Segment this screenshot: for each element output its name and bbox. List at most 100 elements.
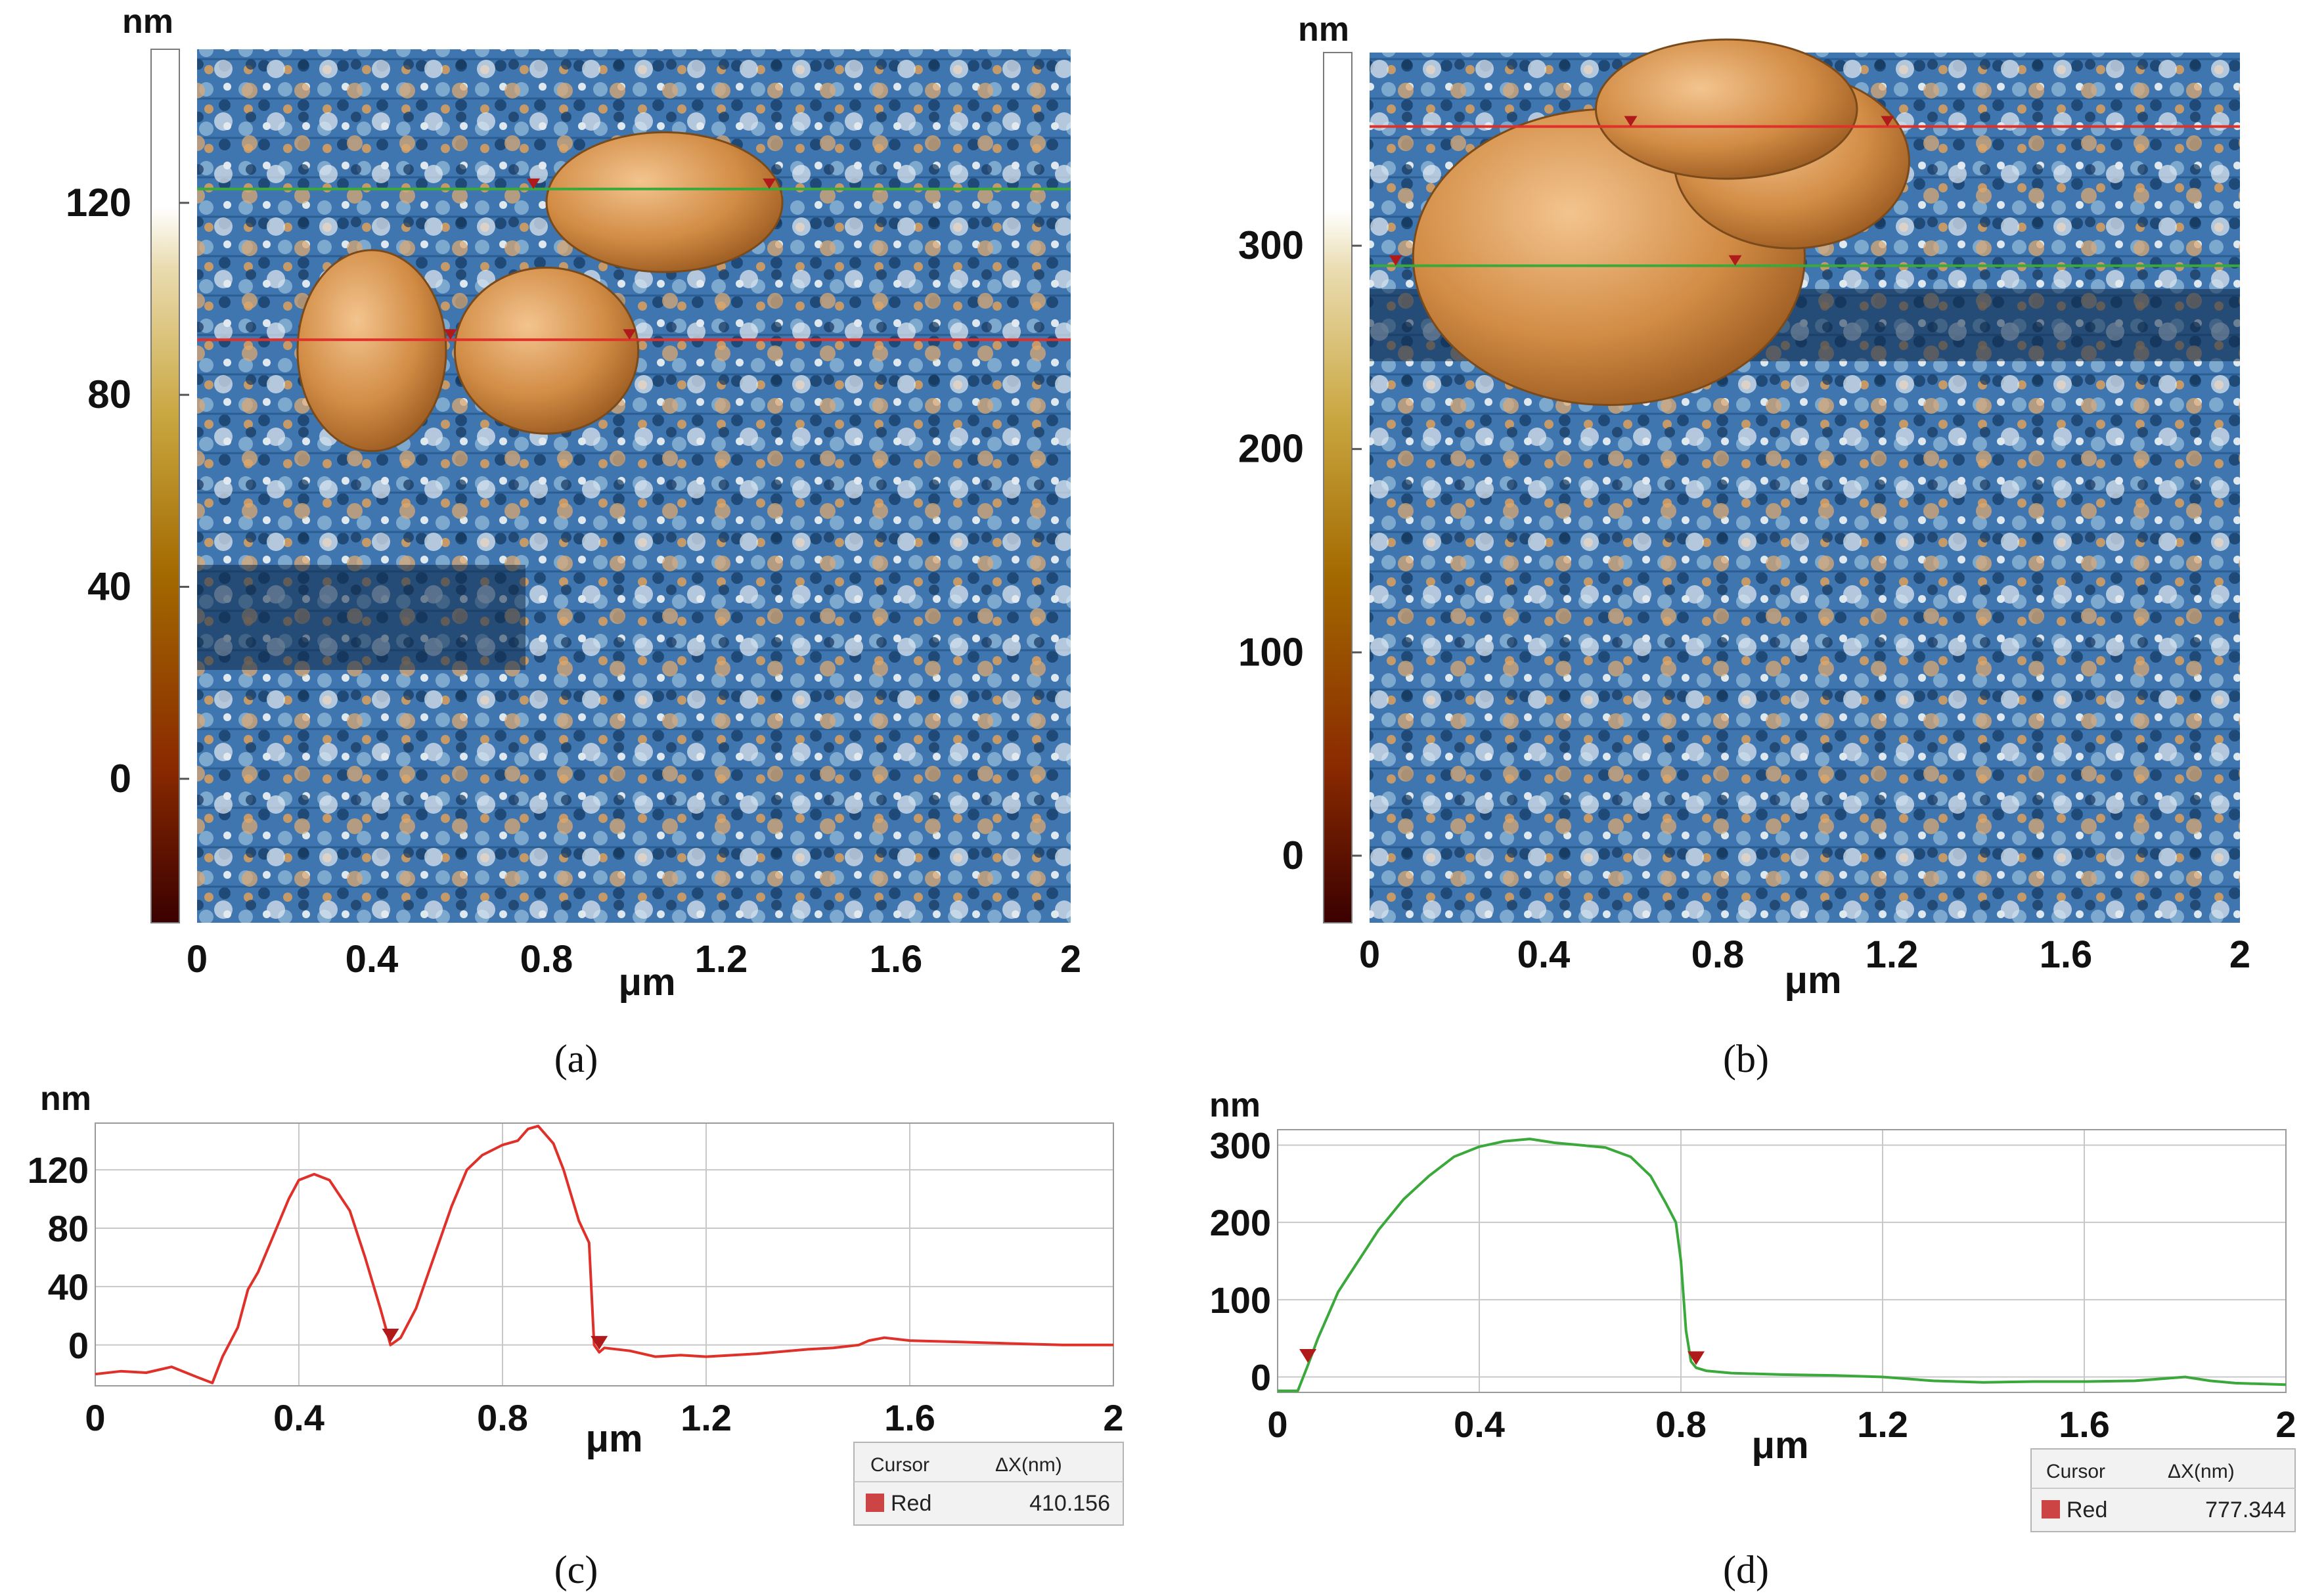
cursor-triangle-icon [1299,1349,1317,1363]
particle-a-2 [296,249,447,453]
particles-b [1412,38,1910,407]
cursors-d [1299,1349,1705,1365]
colorbar-tick-label-a: 0 [110,757,131,801]
particle-b-3 [1595,38,1858,180]
cursor-triangle-icon [1688,1351,1705,1365]
dark-band-a [197,565,525,670]
x-tick-label-a: 0.8 [520,938,573,981]
x-axis-label-d: μm [1751,1424,1808,1467]
x-tick-label-b: 0.8 [1691,933,1745,976]
unit-label-b: nm [1298,11,1349,49]
x-tick-label-b: 0 [1359,933,1380,976]
colorbar-tick-label-b: 300 [1238,223,1304,267]
colorbar-tick-label-b: 200 [1238,427,1304,471]
cursor-table-col1-c: Cursor [870,1454,929,1476]
x-tick-label-c: 0 [85,1397,105,1438]
colorbar-tick-label-b: 100 [1238,630,1304,674]
unit-label-d: nm [1209,1086,1261,1124]
series-line-red-c [95,1124,1113,1385]
cursor-table-row-label-d: Red [2067,1497,2107,1522]
y-tick-label-c: 80 [48,1208,89,1249]
colorbar-b [1323,52,1353,923]
x-ticks-d: 0 0.4 0.8 1.2 1.6 2 [1267,1404,2296,1445]
red-swatch-icon [2042,1500,2060,1518]
caption-c: (c) [554,1548,598,1591]
x-ticks-a: 0 0.4 0.8 1.2 1.6 2 [187,938,1081,981]
cursor-table-c: Cursor ΔX(nm) Red 410.156 [853,1442,1124,1526]
series-line-green-d [1278,1138,2287,1392]
cursor-triangle-icon [1881,116,1894,127]
panel-c-height-profile: 120 80 40 0 0 0.4 0.8 1.2 1.6 2 nm μm Cursor ΔX(… [28,1080,1124,1591]
particle-a-1 [545,131,784,273]
y-tick-label-c: 120 [28,1149,89,1191]
panel-a-afm-image: 120 80 40 0 0 0.4 0.8 1.2 1.6 2 nm μm (a) [66,3,1081,1080]
x-tick-label-c: 0.8 [477,1397,528,1438]
cursor-triangle-icon [1389,255,1402,266]
x-tick-label-c: 1.6 [884,1397,935,1438]
x-ticks-b: 0 0.4 0.8 1.2 1.6 2 [1359,933,2250,976]
x-tick-label-d: 0.8 [1655,1404,1707,1445]
cursor-table-col2-d: ΔX(nm) [2168,1461,2235,1482]
series-c [95,1124,1113,1385]
x-tick-label-d: 0 [1267,1404,1287,1445]
cursor-triangle-icon [623,329,637,340]
x-tick-label-d: 2 [2275,1404,2296,1445]
x-ticks-c: 0 0.4 0.8 1.2 1.6 2 [85,1397,1123,1438]
y-ticks-d: 300 200 100 0 [1210,1125,1271,1398]
cursor-table-col2-c: ΔX(nm) [995,1454,1062,1476]
cursor-triangle-icon [763,178,776,189]
unit-label-c: nm [40,1080,91,1118]
colorbar-tick-label-a: 40 [87,564,131,608]
y-tick-label-d: 0 [1251,1356,1271,1398]
unit-label-a: nm [122,3,173,41]
y-tick-label-d: 100 [1210,1279,1271,1321]
cursor-table-row-value-c: 410.156 [1029,1491,1110,1516]
y-tick-label-c: 40 [48,1266,89,1308]
cursor-table-row-label-c: Red [891,1491,931,1516]
colorbar-tick-label-b: 0 [1282,833,1304,877]
cursor-table-d: Cursor ΔX(nm) Red 777.344 [2030,1448,2296,1532]
cursors-c [382,1328,608,1350]
series-d [1278,1138,2287,1392]
panel-b-afm-image: 300 200 100 0 0 0.4 0.8 1.2 1.6 2 nm μm (b) [1238,11,2250,1080]
cursor-triangle-icon [1624,116,1638,127]
y-tick-label-d: 300 [1210,1125,1271,1166]
cursor-table-row-value-d: 777.344 [2205,1497,2286,1522]
x-tick-label-d: 0.4 [1454,1404,1505,1445]
caption-d: (d) [1723,1548,1769,1591]
particle-a-3 [453,266,640,435]
particles-a [296,131,784,453]
cursor-triangle-icon [382,1328,399,1342]
grid-c [95,1123,1114,1386]
cursor-triangle-icon [527,178,541,189]
colorbar-ticks-b: 300 200 100 0 [1238,223,1362,877]
x-tick-label-a: 0.4 [346,938,399,981]
x-tick-label-c: 0.4 [273,1397,324,1438]
cursor-triangle-icon [591,1336,608,1350]
caption-a: (a) [554,1037,598,1080]
colorbar-tick-label-a: 80 [87,372,131,416]
panel-d-height-profile: 300 200 100 0 0 0.4 0.8 1.2 1.6 2 nm μm Cursor Δ… [1209,1086,2296,1591]
x-tick-label-b: 1.6 [2040,933,2093,976]
x-tick-label-a: 1.2 [695,938,748,981]
x-axis-label-b: μm [1784,959,1841,1002]
x-tick-label-a: 2 [1060,938,1081,981]
x-tick-label-c: 1.2 [681,1397,732,1438]
x-tick-label-b: 2 [2229,933,2250,976]
x-tick-label-b: 1.2 [1866,933,1919,976]
y-tick-label-d: 200 [1210,1202,1271,1243]
x-tick-label-a: 1.6 [870,938,923,981]
cursor-triangle-icon [443,329,457,340]
plot-frame-c [95,1122,1114,1386]
x-axis-label-c: μm [585,1417,642,1460]
cursor-table-col1-d: Cursor [2046,1461,2105,1482]
colorbar-ticks-a: 120 80 40 0 [66,181,189,801]
x-tick-label-d: 1.2 [1857,1404,1908,1445]
red-swatch-icon [866,1494,884,1512]
x-tick-label-b: 0.4 [1517,933,1571,976]
x-tick-label-d: 1.6 [2059,1404,2110,1445]
profile-lines-a [197,178,1071,342]
y-ticks-c: 120 80 40 0 [28,1149,89,1366]
x-axis-label-a: μm [618,961,675,1004]
